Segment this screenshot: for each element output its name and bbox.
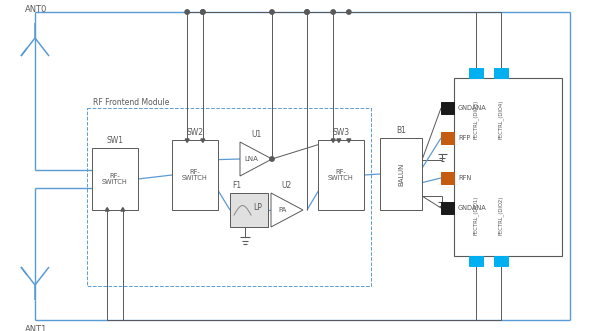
Text: U1: U1: [251, 130, 261, 139]
Text: FECTRL_(DIO4): FECTRL_(DIO4): [498, 99, 504, 139]
Bar: [318, 140, 364, 210]
Circle shape: [305, 10, 309, 14]
Circle shape: [331, 10, 335, 14]
Circle shape: [270, 10, 274, 14]
Circle shape: [200, 10, 205, 14]
Bar: [230, 193, 268, 227]
Text: GNDANA: GNDANA: [458, 205, 487, 211]
Bar: [441, 132, 454, 144]
Circle shape: [347, 10, 351, 14]
Bar: [92, 148, 138, 210]
Text: RFP: RFP: [458, 135, 470, 141]
Text: LNA: LNA: [244, 156, 258, 162]
Text: U2: U2: [282, 181, 292, 190]
Text: RF-
SWITCH: RF- SWITCH: [328, 168, 354, 181]
Bar: [469, 68, 483, 78]
Text: FECTRL_(DIO2): FECTRL_(DIO2): [498, 195, 504, 235]
Text: RF-
SWITCH: RF- SWITCH: [182, 168, 208, 181]
Polygon shape: [337, 139, 341, 142]
Text: BALUN: BALUN: [398, 162, 404, 186]
Polygon shape: [201, 139, 205, 142]
Bar: [494, 256, 508, 266]
Text: SW1: SW1: [107, 136, 124, 145]
Text: FECTRL_(DIO1): FECTRL_(DIO1): [473, 195, 479, 235]
Text: SW3: SW3: [332, 128, 350, 137]
Text: PA: PA: [278, 207, 286, 213]
Polygon shape: [271, 193, 303, 227]
Text: FECTRL_(DIO3): FECTRL_(DIO3): [473, 99, 479, 139]
Text: SW2: SW2: [187, 128, 203, 137]
Bar: [441, 202, 454, 214]
Bar: [469, 256, 483, 266]
Text: GNDANA: GNDANA: [458, 105, 487, 111]
Bar: [87, 108, 371, 286]
Bar: [172, 140, 218, 210]
Polygon shape: [105, 208, 109, 211]
Circle shape: [305, 10, 309, 14]
Polygon shape: [331, 139, 335, 142]
Bar: [441, 102, 454, 114]
Text: B1: B1: [396, 126, 406, 135]
Text: LP: LP: [253, 203, 262, 212]
Text: F1: F1: [232, 181, 241, 190]
Polygon shape: [185, 139, 189, 142]
Text: RFN: RFN: [458, 175, 471, 181]
Polygon shape: [121, 208, 125, 211]
Text: ANT0: ANT0: [25, 5, 47, 14]
Circle shape: [200, 10, 205, 14]
Bar: [494, 68, 508, 78]
Polygon shape: [240, 142, 272, 176]
Polygon shape: [347, 139, 351, 142]
Text: ANT1: ANT1: [25, 325, 47, 331]
Bar: [441, 172, 454, 184]
Circle shape: [185, 10, 190, 14]
Bar: [454, 78, 562, 256]
Circle shape: [270, 157, 274, 161]
Text: RF-
SWITCH: RF- SWITCH: [102, 172, 128, 185]
Text: RF Frontend Module: RF Frontend Module: [93, 98, 169, 107]
Bar: [380, 138, 422, 210]
